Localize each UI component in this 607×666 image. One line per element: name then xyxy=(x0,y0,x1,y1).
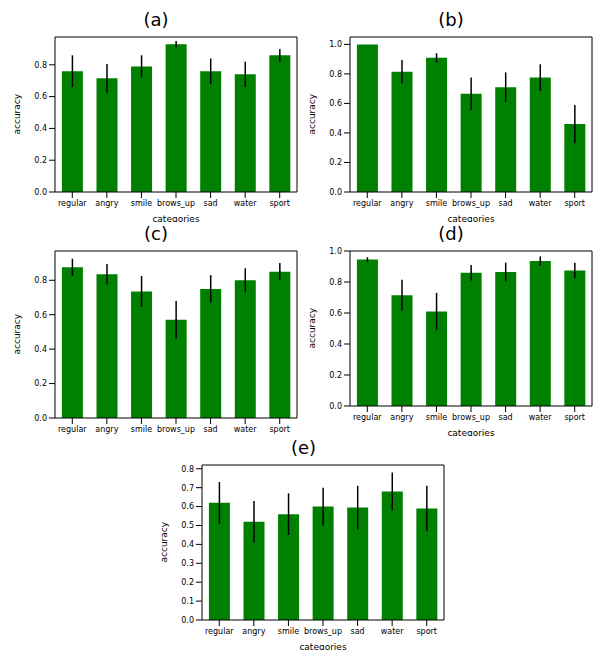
svg-text:sad: sad xyxy=(350,627,364,636)
html-text:(a): (a) xyxy=(143,9,169,30)
svg-text:0.4: 0.4 xyxy=(329,129,342,138)
html-text:(e): (e) xyxy=(290,437,317,458)
svg-text:accuracy: accuracy xyxy=(12,313,22,354)
svg-text:sad: sad xyxy=(203,425,217,434)
svg-text:accuracy: accuracy xyxy=(159,521,169,562)
svg-text:0.8: 0.8 xyxy=(329,70,342,79)
svg-text:regular: regular xyxy=(352,199,381,208)
svg-text:sad: sad xyxy=(498,413,512,422)
svg-text:1.0: 1.0 xyxy=(329,247,342,256)
svg-text:sport: sport xyxy=(269,199,290,208)
svg-text:smile: smile xyxy=(425,413,446,422)
svg-text:sport: sport xyxy=(416,627,437,636)
svg-text:smile: smile xyxy=(130,199,151,208)
svg-text:water: water xyxy=(233,425,257,434)
svg-text:0.3: 0.3 xyxy=(181,559,194,568)
svg-text:accuracy: accuracy xyxy=(307,307,317,348)
svg-text:categories: categories xyxy=(152,214,199,222)
svg-text:angry: angry xyxy=(390,199,413,208)
svg-text:0.0: 0.0 xyxy=(329,188,342,197)
svg-text:water: water xyxy=(381,627,405,636)
svg-text:regular: regular xyxy=(57,425,86,434)
svg-text:0.2: 0.2 xyxy=(34,379,47,388)
svg-text:sad: sad xyxy=(498,199,512,208)
svg-text:0.2: 0.2 xyxy=(181,578,194,587)
svg-text:angry: angry xyxy=(95,425,118,434)
html-text:(c): (c) xyxy=(144,223,168,244)
svg-text:0.4: 0.4 xyxy=(34,345,47,354)
svg-text:smile: smile xyxy=(425,199,446,208)
html-text:(d): (d) xyxy=(438,223,464,244)
svg-text:water: water xyxy=(528,199,552,208)
svg-text:0.1: 0.1 xyxy=(181,597,194,606)
svg-text:categories: categories xyxy=(447,428,494,436)
svg-text:regular: regular xyxy=(205,627,234,636)
svg-text:0.4: 0.4 xyxy=(329,340,342,349)
svg-text:accuracy: accuracy xyxy=(12,93,22,134)
svg-text:0.0: 0.0 xyxy=(329,402,342,411)
svg-text:0.2: 0.2 xyxy=(34,156,47,165)
svg-text:sad: sad xyxy=(203,199,217,208)
svg-text:brows_up: brows_up xyxy=(157,425,195,434)
svg-text:0.8: 0.8 xyxy=(329,278,342,287)
svg-text:sport: sport xyxy=(564,199,585,208)
svg-text:angry: angry xyxy=(390,413,413,422)
svg-text:0.5: 0.5 xyxy=(181,521,194,530)
svg-text:categories: categories xyxy=(299,642,346,650)
svg-text:0.8: 0.8 xyxy=(34,61,47,70)
svg-text:0.2: 0.2 xyxy=(329,371,342,380)
svg-text:brows_up: brows_up xyxy=(157,199,195,208)
svg-text:brows_up: brows_up xyxy=(304,627,342,636)
svg-text:angry: angry xyxy=(95,199,118,208)
svg-text:categories: categories xyxy=(447,214,494,222)
svg-text:0.8: 0.8 xyxy=(34,276,47,285)
svg-text:water: water xyxy=(233,199,257,208)
svg-text:0.4: 0.4 xyxy=(181,540,194,549)
svg-text:0.8: 0.8 xyxy=(181,465,194,474)
svg-text:accuracy: accuracy xyxy=(307,93,317,134)
svg-text:water: water xyxy=(528,413,552,422)
svg-text:0.2: 0.2 xyxy=(329,158,342,167)
svg-text:0.6: 0.6 xyxy=(329,99,342,108)
svg-text:0.0: 0.0 xyxy=(34,414,47,423)
svg-text:brows_up: brows_up xyxy=(452,199,490,208)
svg-text:1.0: 1.0 xyxy=(329,40,342,49)
svg-text:angry: angry xyxy=(242,627,265,636)
svg-text:regular: regular xyxy=(57,199,86,208)
svg-text:smile: smile xyxy=(278,627,299,636)
svg-text:0.4: 0.4 xyxy=(34,124,47,133)
svg-text:brows_up: brows_up xyxy=(452,413,490,422)
svg-text:sport: sport xyxy=(564,413,585,422)
svg-text:0.6: 0.6 xyxy=(329,309,342,318)
svg-text:smile: smile xyxy=(130,425,151,434)
svg-text:sport: sport xyxy=(269,425,290,434)
svg-text:0.6: 0.6 xyxy=(34,92,47,101)
svg-text:regular: regular xyxy=(352,413,381,422)
svg-text:0.0: 0.0 xyxy=(34,188,47,197)
svg-text:0.6: 0.6 xyxy=(181,502,194,511)
svg-text:0.0: 0.0 xyxy=(181,616,194,625)
svg-text:0.6: 0.6 xyxy=(34,311,47,320)
html-text:(b): (b) xyxy=(438,9,464,30)
svg-text:0.7: 0.7 xyxy=(181,484,194,493)
